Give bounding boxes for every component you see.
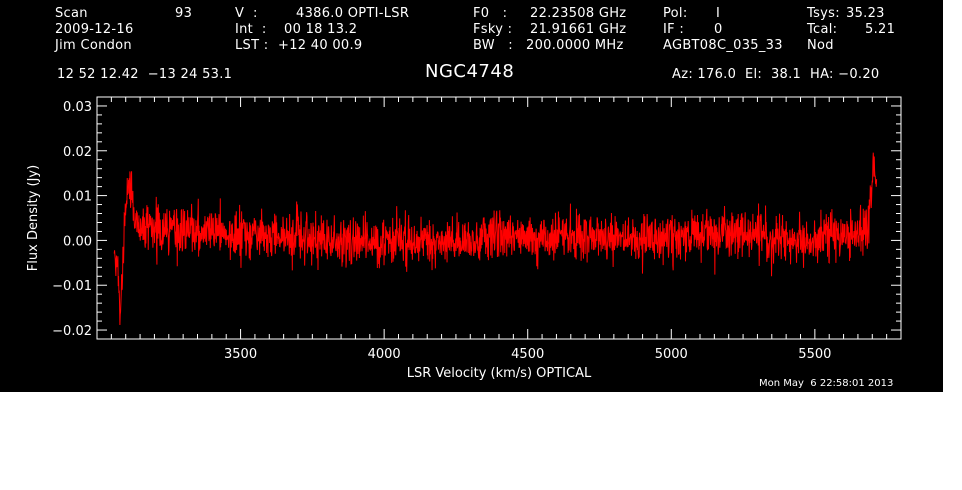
if-value: 0 <box>714 22 723 37</box>
source-coordinates: 12 52 12.42 −13 24 53.1 <box>57 67 233 82</box>
x-tick-label: 3500 <box>224 347 257 362</box>
y-axis-label: Flux Density (Jy) <box>26 165 41 271</box>
axis-ticks: 3500 4000 4500 5000 5500 −0.02 −0.01 0.00 0.01 0.… <box>52 96 902 362</box>
obs-date: 2009-12-16 <box>55 22 134 37</box>
plot-frame <box>96 96 902 340</box>
lst-label: LST : <box>235 38 269 53</box>
source-title: NGC4748 <box>425 61 515 82</box>
observer-name: Jim Condon <box>55 38 132 53</box>
bandwidth-label: BW : <box>473 38 513 53</box>
velocity-value: 4386.0 OPTI-LSR <box>296 6 410 21</box>
scan-value: 93 <box>175 6 193 21</box>
y-tick-label: 0.02 <box>63 145 92 160</box>
int-label: Int : <box>235 22 267 37</box>
pointing-info: Az: 176.0 El: 38.1 HA: −0.20 <box>672 67 880 82</box>
rest-freq-value: 22.23508 GHz <box>530 6 627 21</box>
tsys-label: Tsys: <box>807 6 840 21</box>
pol-label: Pol: <box>663 6 688 21</box>
bandwidth-value: 200.0000 MHz <box>526 38 624 53</box>
x-tick-label: 5000 <box>655 347 688 362</box>
velocity-label: V : <box>235 6 258 21</box>
y-tick-label: 0.03 <box>63 100 92 115</box>
sky-freq-value: 21.91661 GHz <box>530 22 627 37</box>
sky-freq-label: Fsky : <box>473 22 513 37</box>
y-tick-label: 0.00 <box>63 234 92 249</box>
x-tick-label: 5500 <box>798 347 831 362</box>
scan-label: Scan <box>55 6 88 21</box>
y-tick-label: −0.01 <box>52 279 92 294</box>
spectrum-series-line <box>113 152 878 325</box>
if-label: IF : <box>663 22 685 37</box>
rest-freq-label: F0 : <box>473 6 508 21</box>
lst-value: +12 40 00.9 <box>278 38 363 53</box>
render-timestamp: Mon May 6 22:58:01 2013 <box>759 378 894 389</box>
x-tick-label: 4000 <box>368 347 401 362</box>
procedure-name: Nod <box>807 38 834 53</box>
tcal-label: Tcal: <box>807 22 838 37</box>
spectrum-chart: 3500 4000 4500 5000 5500 −0.02 −0.01 0.00 0.01 0.… <box>26 96 902 381</box>
tsys-value: 35.23 <box>846 6 885 21</box>
tcal-value: 5.21 <box>865 22 896 37</box>
x-tick-label: 4500 <box>511 347 544 362</box>
pol-value: I <box>716 6 721 21</box>
y-tick-label: 0.01 <box>63 190 92 205</box>
plot-panel: Scan 93 V : 4386.0 OPTI-LSR F0 : 22.2350… <box>0 0 943 392</box>
x-axis-label: LSR Velocity (km/s) OPTICAL <box>407 366 592 381</box>
int-value: 00 18 13.2 <box>284 22 358 37</box>
project-id: AGBT08C_035_33 <box>663 38 783 53</box>
y-tick-label: −0.02 <box>52 324 92 339</box>
